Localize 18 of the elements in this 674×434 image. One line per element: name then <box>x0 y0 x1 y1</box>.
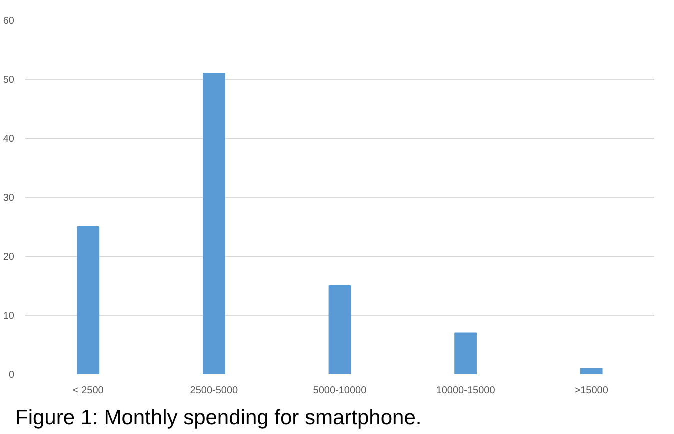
y-tick-label: 30 <box>3 193 15 204</box>
y-tick-label: 0 <box>8 370 15 381</box>
bar <box>77 226 100 374</box>
caption: Figure 1: Monthly spending for smartphone. <box>16 406 422 430</box>
x-tick-label: 5000-10000 <box>313 386 368 396</box>
x-tick-label: 2500-5000 <box>190 386 239 396</box>
x-tick-label: < 2500 <box>72 386 104 396</box>
y-tick-label: 60 <box>3 16 15 27</box>
bar <box>203 73 226 374</box>
y-tick-label: 40 <box>3 134 15 145</box>
y-tick-label: 20 <box>3 252 15 263</box>
y-tick-label: 10 <box>3 311 15 322</box>
bar <box>580 368 603 374</box>
x-tick-label: >15000 <box>574 386 609 396</box>
x-tick-label: 10000-15000 <box>436 386 496 396</box>
bar <box>454 332 477 374</box>
y-tick-label: 50 <box>3 75 15 86</box>
bar <box>328 286 352 374</box>
